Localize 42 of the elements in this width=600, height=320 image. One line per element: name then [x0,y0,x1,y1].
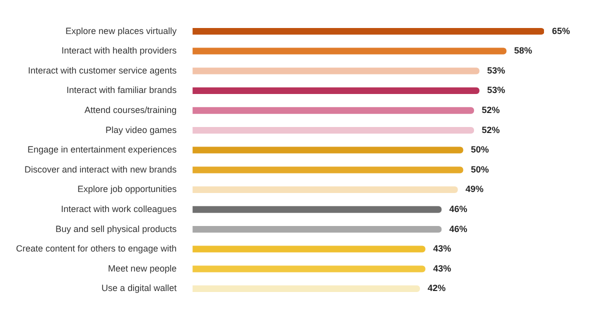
y-tick-label: Interact with customer service agents [28,65,178,76]
data-label: 53% [487,85,506,96]
bar [192,266,426,272]
y-tick-label: Explore job opportunities [78,184,178,194]
y-tick-label: Engage in entertainment experiences [27,144,178,155]
data-label: 53% [487,65,506,76]
bar [192,166,464,174]
bar [192,48,506,54]
bar [192,246,426,252]
data-label: 46% [449,204,468,214]
y-tick-label: Buy and sell physical products [56,224,178,234]
bar [192,285,420,292]
data-label: 50% [470,164,489,174]
y-tick-label: Play video games [106,124,178,135]
bar [192,28,544,35]
y-tick-label: Discover and interact with new brands [24,164,178,174]
data-label: 65% [552,26,570,36]
bar [192,126,474,134]
bar [192,107,474,114]
bar [192,206,442,213]
y-tick-label: Interact with familiar brands [66,85,178,96]
data-label: 42% [428,283,446,294]
bar [192,68,480,74]
bar [192,146,464,154]
y-tick-label: Interact with health providers [62,46,178,56]
data-label: 50% [470,144,489,155]
data-label: 43% [433,244,452,254]
bar [192,186,458,194]
bar [192,87,480,94]
y-tick-label: Interact with work colleagues [61,204,178,214]
data-label: 46% [449,224,468,234]
data-label: 43% [433,263,452,274]
data-label: 52% [482,124,500,135]
y-tick-label: Meet new people [108,263,177,274]
data-label: 58% [514,46,532,56]
data-label: 52% [482,104,500,115]
y-tick-label: Explore new places virtually [66,26,178,36]
y-tick-label: Attend courses/training [84,104,177,115]
data-label: 49% [466,184,484,194]
bar [192,226,442,233]
y-tick-label: Create content for others to engage with [16,244,177,254]
y-tick-label: Use a digital wallet [102,283,178,294]
